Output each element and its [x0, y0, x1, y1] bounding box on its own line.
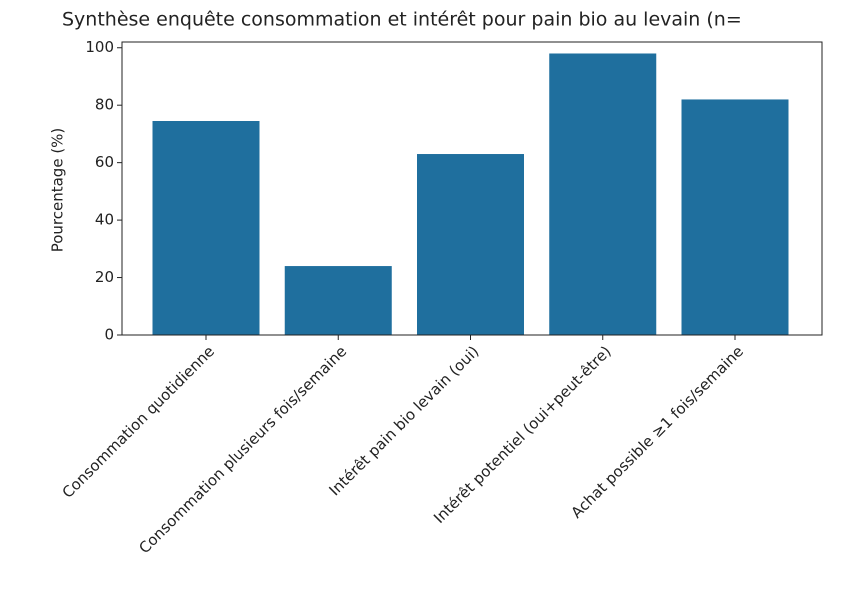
plot-frame	[121, 41, 823, 336]
bar	[284, 266, 392, 335]
bar	[417, 154, 524, 335]
y-tick-label: 40	[95, 211, 114, 229]
y-tick-label: 60	[95, 153, 114, 171]
chart-title: Synthèse enquête consommation et intérêt…	[62, 9, 742, 31]
bar	[681, 99, 789, 335]
y-tick-label: 0	[104, 326, 114, 344]
y-tick-label: 20	[95, 268, 114, 286]
y-tick-label: 80	[95, 96, 114, 114]
x-tick-label: Consommation plusieurs fois/semaine	[135, 342, 350, 557]
y-tick-label: 100	[85, 38, 114, 56]
bar	[152, 120, 260, 336]
y-axis-label: Pourcentage (%)	[49, 128, 67, 253]
x-tick-label: Consommation quotidienne	[59, 342, 218, 501]
x-tick-label: Intérêt pain bio levain (oui)	[326, 342, 483, 499]
bar	[549, 53, 657, 335]
